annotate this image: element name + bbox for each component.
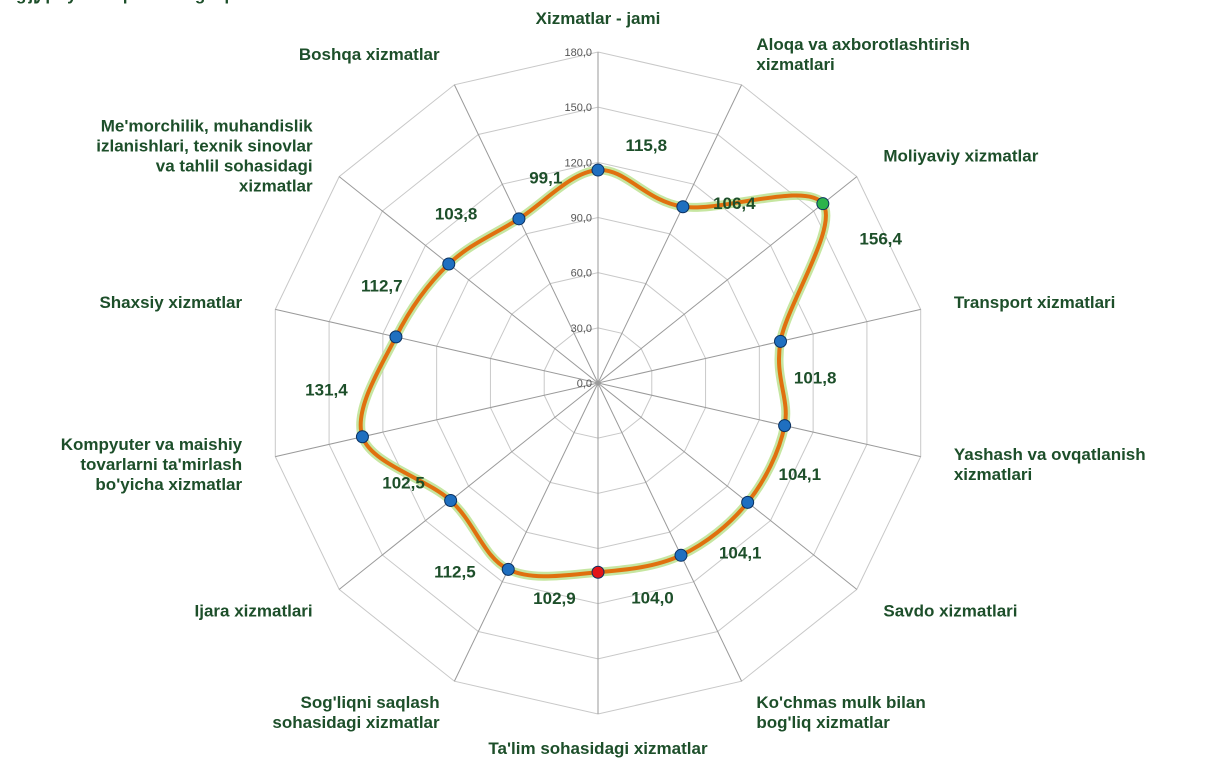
category-line: Ijara xizmatlari	[195, 602, 313, 621]
spoke	[338, 176, 599, 384]
marker	[591, 565, 605, 579]
marker	[674, 548, 688, 562]
category-line: Me'morchilik, muhandislik	[101, 116, 313, 135]
value-label: 102,9	[533, 589, 576, 608]
marker	[591, 163, 605, 177]
spoke	[597, 84, 743, 384]
category-line: bo'yicha xizmatlar	[95, 475, 242, 494]
value-label: 131,4	[305, 381, 348, 400]
marker	[501, 562, 515, 576]
marker	[774, 334, 788, 348]
category-line: Moliyaviy xizmatlar	[883, 146, 1038, 165]
category-label: Xizmatlar - jamiXizmatlar - jami	[0, 0, 660, 28]
category-line: Ta'lim sohasidagi xizmatlar	[488, 739, 708, 758]
value-label: 115,8	[625, 136, 667, 155]
category-line: Aloqa va axborotlashtirish	[756, 35, 970, 54]
spoke	[453, 84, 599, 384]
category-line: Boshqa xizmatlar	[299, 45, 440, 64]
spoke	[597, 308, 921, 384]
marker	[442, 257, 456, 271]
category-line: izlanishlari, texnik sinovlar	[96, 136, 313, 155]
y-tick-label: 180,0	[564, 47, 592, 59]
category-line: xizmatlar	[239, 176, 313, 195]
marker	[512, 212, 526, 226]
spoke	[275, 382, 599, 458]
category-label: Ko'chmas mulk bilan bog'liq xizmatlarKo'…	[0, 0, 926, 732]
category-line: va tahlil sohasidagi	[156, 156, 313, 175]
marker	[444, 494, 458, 508]
y-tick-label: 30,0	[571, 323, 592, 335]
category-line: Savdo xizmatlari	[883, 602, 1017, 621]
spoke	[597, 382, 743, 682]
spoke	[275, 308, 599, 384]
value-label: 103,8	[435, 205, 478, 224]
marker	[778, 419, 792, 433]
marker	[389, 330, 403, 344]
spoke	[338, 382, 599, 590]
category-label: Yashash va ovqatlanish xizmatlariYashash…	[0, 0, 1146, 484]
category-label: Kompyuter va maishiy tovarlarni ta'mirla…	[0, 0, 243, 494]
category-line: xizmatlari	[954, 465, 1032, 484]
category-line: bog'liq xizmatlar	[756, 713, 890, 732]
value-label: 104,0	[631, 588, 674, 607]
spoke	[597, 176, 858, 384]
spoke	[597, 382, 858, 590]
category-line: Kompyuter va maishiy	[61, 435, 243, 454]
value-label: 102,5	[382, 474, 425, 493]
y-tick-label: 120,0	[564, 157, 592, 169]
category-label: Ta'lim sohasidagi xizmatlarTa'lim sohasi…	[0, 0, 708, 758]
category-label: Aloqa va axborotlashtirish xizmatlariAlo…	[0, 0, 970, 74]
value-label: 101,8	[794, 369, 837, 388]
category-line: Transport xizmatlari	[954, 293, 1116, 312]
value-label: 112,7	[361, 276, 403, 295]
spoke	[597, 382, 921, 458]
spoke	[453, 382, 599, 682]
category-label: Boshqa xizmatlarBoshqa xizmatlar	[0, 0, 440, 64]
y-tick-label: 150,0	[564, 102, 592, 114]
value-label: 104,1	[719, 544, 762, 563]
value-label: 99,1	[529, 168, 562, 187]
category-line: sohasidagi xizmatlar	[272, 713, 440, 732]
y-tick-label: 90,0	[571, 213, 592, 225]
marker	[741, 495, 755, 509]
category-line: Sog'liqni saqlash	[301, 693, 440, 712]
value-label: 156,4	[859, 229, 902, 248]
value-label: 106,4	[713, 194, 756, 213]
marker	[355, 430, 369, 444]
category-label: Sog'liqni saqlash sohasidagi xizmatlarSo…	[0, 0, 440, 732]
marker	[816, 197, 830, 211]
category-label: Me'morchilik, muhandislik izlanishlari, …	[0, 0, 313, 195]
marker	[676, 200, 690, 214]
value-label: 112,5	[434, 563, 476, 582]
category-line: Yashash va ovqatlanish	[954, 445, 1146, 464]
value-label: 104,1	[779, 465, 822, 484]
category-line: Xizmatlar - jami	[536, 9, 661, 28]
category-line: xizmatlari	[756, 55, 834, 74]
y-tick-label: 60,0	[571, 268, 592, 280]
y-tick-label: 0,0	[577, 378, 592, 390]
category-line: tovarlarni ta'mirlash	[80, 455, 242, 474]
category-line: Shaxsiy xizmatlar	[99, 293, 242, 312]
category-line: Ko'chmas mulk bilan	[756, 693, 925, 712]
